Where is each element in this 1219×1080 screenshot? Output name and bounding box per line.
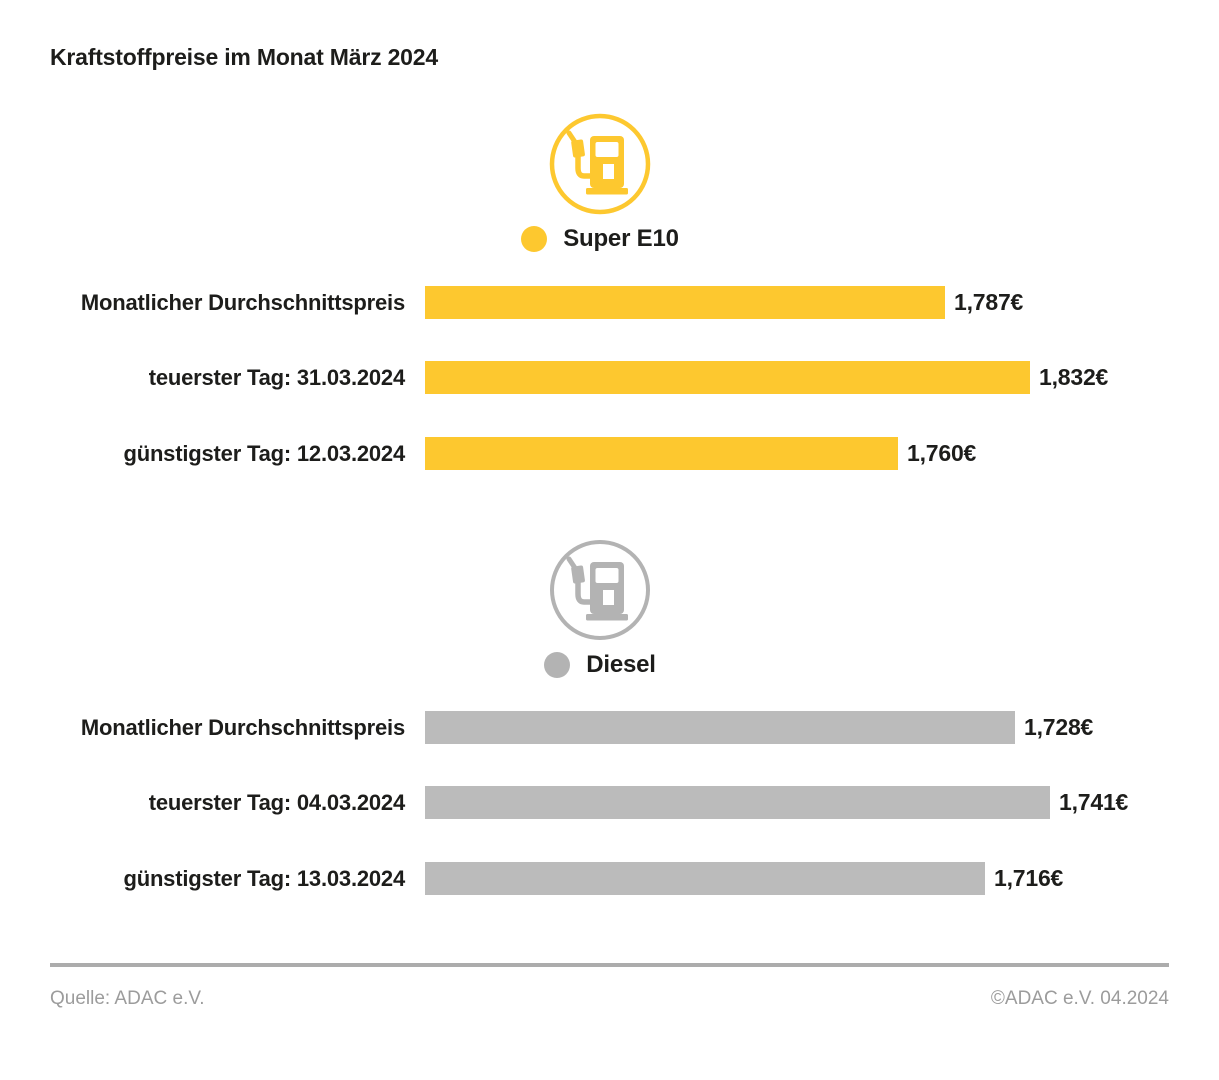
bar-diesel-max-day (425, 786, 1050, 819)
legend-dot (521, 226, 548, 252)
bar-row: Monatlicher Durchschnittspreis 1,728€ (0, 711, 1219, 744)
bar-diesel-min-day (425, 862, 985, 895)
bar-super-min-day (425, 437, 898, 470)
bar-value: 1,728€ (1024, 714, 1094, 740)
legend-label: Super E10 (563, 225, 679, 252)
bar-value: 1,741€ (1059, 789, 1129, 815)
section-header-super-e10: Super E10 (0, 112, 1200, 253)
fuel-pump-icon (548, 538, 652, 642)
page-title: Kraftstoffpreise im Monat März 2024 (50, 44, 438, 70)
bar-row: teuerster Tag: 04.03.2024 1,741€ (0, 786, 1219, 819)
legend-diesel: Diesel (544, 651, 656, 679)
bar-row: günstigster Tag: 13.03.2024 1,716€ (0, 862, 1219, 895)
footer: Quelle: ADAC e.V. ©ADAC e.V. 04.2024 (50, 988, 1169, 1010)
bar-label: teuerster Tag: 31.03.2024 (148, 364, 405, 390)
bar-super-average (425, 286, 945, 319)
bar-row: günstigster Tag: 12.03.2024 1,760€ (0, 437, 1219, 470)
bar-value: 1,760€ (907, 440, 977, 466)
bar-label: Monatlicher Durchschnittspreis (80, 714, 405, 740)
bar-diesel-average (425, 711, 1015, 744)
bar-value: 1,716€ (994, 865, 1064, 891)
legend-super-e10: Super E10 (521, 225, 679, 253)
bar-row: teuerster Tag: 31.03.2024 1,832€ (0, 361, 1219, 394)
footer-divider (50, 963, 1169, 967)
bar-label: günstigster Tag: 12.03.2024 (123, 440, 405, 466)
legend-dot (544, 652, 571, 678)
bar-super-max-day (425, 361, 1030, 394)
bar-label: Monatlicher Durchschnittspreis (80, 289, 405, 315)
bar-value: 1,832€ (1039, 364, 1109, 390)
bar-label: günstigster Tag: 13.03.2024 (123, 865, 405, 891)
legend-label: Diesel (586, 651, 656, 678)
bar-value: 1,787€ (954, 289, 1024, 315)
fuel-pump-icon (548, 112, 652, 216)
copyright-text: ©ADAC e.V. 04.2024 (990, 988, 1169, 1009)
bar-row: Monatlicher Durchschnittspreis 1,787€ (0, 286, 1219, 319)
source-text: Quelle: ADAC e.V. (50, 988, 205, 1009)
section-header-diesel: Diesel (0, 538, 1200, 679)
bar-label: teuerster Tag: 04.03.2024 (148, 789, 405, 815)
